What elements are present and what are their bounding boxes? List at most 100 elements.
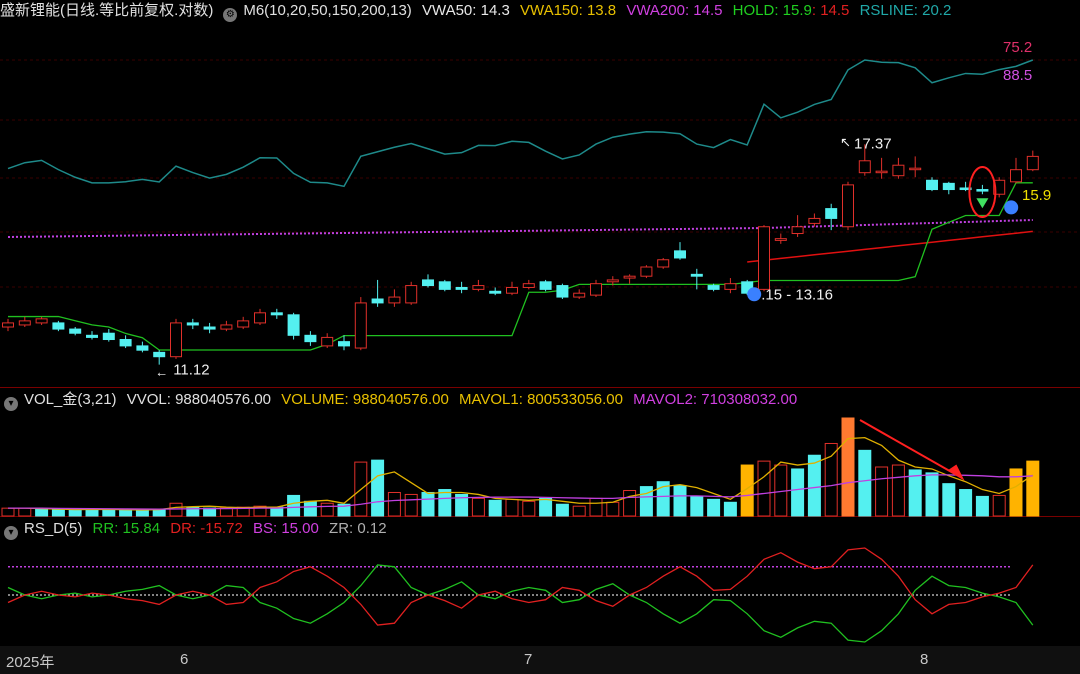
volume-value: VOLUME: 988040576.00 — [281, 391, 449, 408]
volume-bar — [85, 508, 99, 517]
candle-body — [858, 160, 871, 174]
volume-bar — [18, 507, 32, 517]
volume-bar — [1009, 468, 1023, 517]
indicator-name: M6(10,20,50,150,200,13) — [243, 2, 412, 19]
candle-body — [623, 275, 636, 279]
candle-body — [976, 189, 989, 192]
candle-body — [758, 226, 770, 290]
main-header: 盛新锂能(日线.等比前复权.对数) ⚙ M6(10,20,50,150,200,13… — [0, 0, 1080, 22]
volume-bar — [471, 497, 485, 517]
volume-bar — [387, 491, 401, 517]
volume-bar — [959, 489, 973, 517]
low-arrow-icon: ← — [155, 365, 168, 380]
volume-bar — [421, 491, 435, 517]
annotation-high: 17.37 — [854, 135, 892, 152]
candle-body — [606, 279, 619, 283]
candle-body — [119, 339, 132, 347]
candle-body — [153, 351, 166, 358]
candle-body — [926, 179, 938, 191]
signal-dot-icon — [747, 287, 762, 302]
zr-value: ZR: 0.12 — [329, 520, 387, 537]
candle-body — [102, 332, 115, 341]
rr-value: RR: 15.84 — [92, 520, 161, 537]
highlight-circle — [968, 165, 997, 218]
mavol1-series — [8, 436, 1034, 511]
x-label-jul: 7 — [524, 651, 533, 668]
volume-bar — [841, 417, 855, 517]
hold-value: HOLD: 15.9 — [732, 2, 812, 19]
candle-body — [1010, 169, 1022, 183]
volume-bar — [455, 493, 469, 517]
candle-body — [371, 298, 384, 304]
vwa50-value: VWA50: 14.3 — [421, 2, 510, 19]
volume-bar — [740, 464, 754, 517]
mavol2-series — [8, 474, 1033, 510]
candle-body — [942, 182, 955, 191]
chart-canvas[interactable]: 17.37 11.12 .15 - 13.16 15.9 75.2 88.5 ↖ ← — [0, 0, 1080, 646]
candle-body — [690, 273, 703, 277]
x-label-aug: 8 — [920, 651, 929, 668]
volume-bar — [505, 498, 519, 517]
candle-body — [892, 164, 905, 177]
volume-bar — [555, 503, 569, 517]
candle-body — [909, 167, 922, 171]
candle-body — [1026, 155, 1039, 171]
rr-series — [7, 564, 1034, 643]
candle-body — [657, 259, 670, 268]
volume-bar — [119, 509, 133, 517]
annotation-range: .15 - 13.16 — [761, 286, 833, 303]
high-arrow-icon: ↖ — [840, 134, 851, 149]
volume-bar — [942, 483, 956, 517]
collapse-icon[interactable]: ▾ — [4, 397, 18, 411]
candle-body — [707, 285, 720, 290]
collapse-icon[interactable]: ▾ — [4, 526, 18, 540]
vwa200-value: VWA200: 14.5 — [626, 2, 723, 19]
candle-body — [354, 302, 367, 349]
bs-value: BS: 15.00 — [252, 520, 319, 537]
volume-bar — [858, 449, 872, 517]
candle-body — [674, 250, 686, 259]
candle-body — [35, 318, 48, 324]
volume-bar — [539, 497, 553, 517]
candle-body — [186, 322, 199, 326]
dr-series — [7, 547, 1034, 626]
candle-body — [270, 312, 283, 316]
candle-body — [522, 283, 535, 288]
x-label-jun: 6 — [180, 651, 189, 668]
annotation-hold: 15.9 — [1022, 187, 1051, 204]
volume-bar — [135, 509, 149, 517]
x-label-2025: 2025年 — [6, 654, 55, 671]
candle-body — [774, 238, 787, 241]
hold-red-series — [747, 230, 1033, 263]
vol-indicator-name[interactable]: VOL_金(3,21) — [24, 391, 117, 408]
volume-bar — [908, 469, 922, 517]
volume-bar — [404, 493, 418, 517]
candle-body — [220, 324, 233, 330]
candle-body — [136, 345, 149, 351]
vvol-value: VVOL: 988040576.00 — [126, 391, 272, 408]
annotation-rsline_rank: 88.5 — [1003, 67, 1032, 84]
settings-icon[interactable]: ⚙ — [223, 8, 238, 22]
candle-body — [304, 334, 317, 343]
candle-body — [18, 320, 31, 326]
volume-header: ▾ VOL_金(3,21) VVOL: 988040576.00 VOLUME: … — [0, 389, 1080, 411]
volume-bar — [438, 489, 452, 517]
candle-body — [254, 312, 266, 324]
volume-bar — [1026, 460, 1040, 517]
annotation-low: 11.12 — [173, 362, 209, 379]
volume-bar — [522, 500, 536, 517]
stock-title[interactable]: 盛新锂能(日线.等比前复权.对数) — [0, 2, 214, 19]
candle-body — [69, 328, 82, 334]
candle-body — [573, 292, 586, 298]
annotation-rsline_value: 75.2 — [1003, 39, 1032, 56]
volume-bar — [371, 459, 385, 517]
rs-indicator-name[interactable]: RS_D(5) — [24, 520, 83, 537]
rs-header: ▾ RS_D(5) RR: 15.84 DR: -15.72 BS: 15.00 … — [0, 518, 1080, 540]
candle-body — [2, 322, 14, 328]
volume-bar — [102, 508, 116, 517]
vwa200-series — [7, 219, 1033, 238]
candle-body — [86, 334, 98, 338]
hold-green-series — [8, 182, 1033, 351]
candle-body — [287, 314, 300, 336]
volume-bar — [203, 507, 217, 517]
